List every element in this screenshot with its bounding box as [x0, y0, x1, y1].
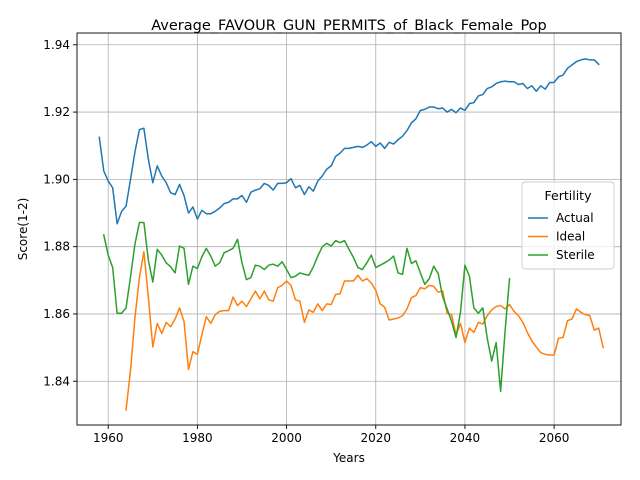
- x-tick-label: 1980: [182, 431, 213, 445]
- x-tick-label: 2040: [450, 431, 481, 445]
- legend-entries: Actual Ideal Sterile: [528, 211, 595, 262]
- legend-title: Fertility: [545, 188, 593, 203]
- series-lines: [98, 58, 605, 411]
- x-tick-label: 2060: [539, 431, 570, 445]
- legend: Fertility Actual Ideal Sterile: [521, 181, 615, 270]
- y-tick-label: 1.94: [43, 38, 70, 52]
- chart-title: Average_FAVOUR_GUN_PERMITS_of_Black_Fema…: [151, 18, 547, 34]
- y-tick-label: 1.86: [43, 307, 70, 321]
- legend-label-actual: Actual: [556, 211, 594, 225]
- x-tick-label: 1960: [93, 431, 124, 445]
- y-axis-label: Score(1-2): [16, 198, 30, 261]
- y-tick-label: 1.90: [43, 172, 70, 186]
- x-axis-ticks: 1960 1980 2000 2020 2040 2060: [93, 425, 569, 445]
- series-line-actual: [98, 58, 600, 225]
- x-axis-label: Years: [332, 451, 365, 465]
- y-tick-label: 1.92: [43, 105, 70, 119]
- legend-box: [521, 181, 615, 270]
- grid-lines: [77, 33, 621, 425]
- x-tick-label: 2020: [360, 431, 391, 445]
- y-tick-label: 1.84: [43, 374, 70, 388]
- x-tick-label: 2000: [271, 431, 302, 445]
- y-tick-label: 1.88: [43, 240, 70, 254]
- series-line-ideal: [125, 250, 605, 411]
- y-axis-ticks: 1.84 1.86 1.88 1.90 1.92 1.94: [43, 38, 77, 388]
- series-line-sterile: [102, 221, 511, 393]
- plot-frame: [76, 32, 622, 426]
- legend-label-ideal: Ideal: [556, 230, 585, 244]
- legend-label-sterile: Sterile: [556, 248, 595, 262]
